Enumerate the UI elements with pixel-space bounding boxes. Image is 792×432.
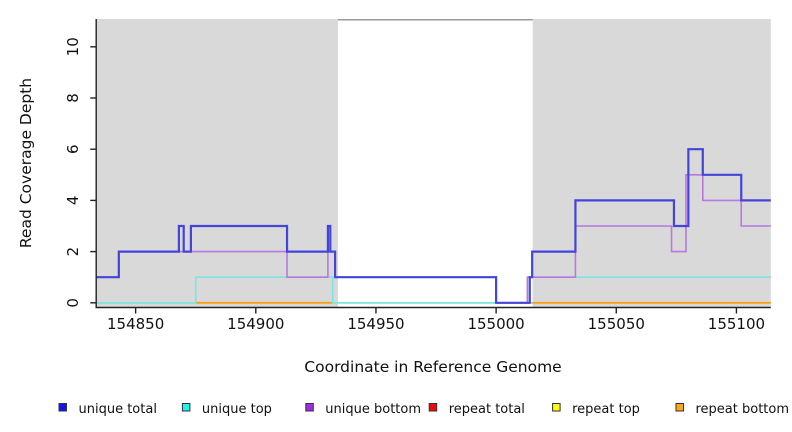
legend-swatch-unique-top — [181, 403, 191, 412]
axes-layer: 154850 154900 154950 155000 155050 155100 0 2 4 6… — [64, 19, 771, 333]
y-tick-label: 4 — [64, 196, 82, 206]
left-gray-region — [95, 19, 338, 307]
legend-layer: unique total unique top unique bottom repea… — [58, 402, 790, 417]
legend-label-repeat-top: repeat top — [572, 402, 640, 417]
x-tick-label: 154900 — [227, 315, 284, 333]
legend-swatch-repeat-bottom — [675, 403, 684, 412]
series-lines-layer — [95, 148, 771, 304]
y-tick-label: 6 — [64, 144, 82, 154]
x-axis-title: Coordinate in Reference Genome — [304, 358, 561, 376]
legend-swatch-repeat-top — [552, 403, 561, 412]
y-tick-label: 10 — [64, 37, 82, 56]
legend-swatch-repeat-total — [428, 403, 438, 412]
shaded-regions-layer — [95, 18, 771, 307]
x-tick-label: 154850 — [107, 315, 164, 333]
legend-label-unique-total: unique total — [79, 402, 157, 417]
y-tick-label: 2 — [64, 247, 82, 257]
legend-label-repeat-total: repeat total — [449, 402, 525, 417]
series-line-unique-total — [95, 148, 771, 304]
legend-swatch-unique-bottom — [305, 403, 314, 412]
series-line-unique-bottom — [95, 174, 771, 304]
right-gray-region — [532, 19, 771, 307]
y-axis-title: Read Coverage Depth — [17, 78, 35, 248]
legend-label-unique-bottom: unique bottom — [325, 402, 421, 417]
x-tick-label: 155050 — [588, 315, 645, 333]
x-tick-label: 154950 — [347, 315, 404, 333]
legend-swatch-unique-total — [58, 403, 67, 412]
x-tick-label: 155000 — [467, 315, 524, 333]
legend-label-unique-top: unique top — [202, 402, 272, 417]
y-tick-label: 0 — [64, 298, 82, 308]
x-tick-label: 155100 — [708, 315, 765, 333]
y-tick-label: 8 — [64, 93, 82, 103]
legend-label-repeat-bottom: repeat bottom — [696, 402, 790, 417]
